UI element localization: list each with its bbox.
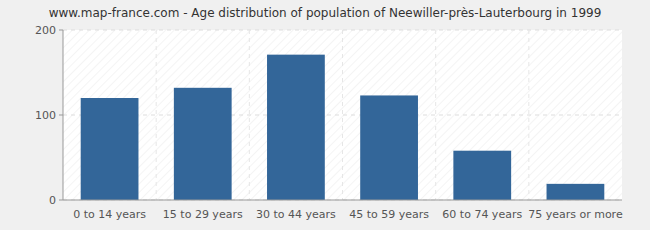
y-tick <box>59 30 63 31</box>
x-tick-label: 60 to 74 years <box>442 208 522 221</box>
x-axis <box>63 200 622 201</box>
bar <box>360 95 418 200</box>
y-tick <box>59 115 63 116</box>
bars <box>81 55 605 200</box>
v-grid-line <box>156 30 157 200</box>
y-tick <box>59 200 63 201</box>
x-tick-label: 0 to 14 years <box>73 208 146 221</box>
v-grid-line <box>528 30 529 200</box>
y-tick-label: 0 <box>49 194 56 207</box>
x-tick-label: 45 to 59 years <box>349 208 429 221</box>
bar <box>174 88 232 200</box>
v-grid-line <box>435 30 436 200</box>
plot-area <box>63 30 622 200</box>
y-tick-label: 200 <box>35 24 56 37</box>
bar <box>267 55 325 200</box>
bar <box>547 184 605 200</box>
chart: www.map-france.com - Age distribution of… <box>0 0 650 230</box>
grid-line <box>63 200 622 201</box>
v-grid-line <box>342 30 343 200</box>
title: www.map-france.com - Age distribution of… <box>49 6 602 20</box>
v-grid-line <box>249 30 250 200</box>
bar <box>453 151 511 200</box>
x-tick-label: 15 to 29 years <box>163 208 243 221</box>
x-tick-label: 30 to 44 years <box>256 208 336 221</box>
grid-line <box>63 115 622 116</box>
y-axis <box>63 30 64 200</box>
y-tick-label: 100 <box>35 109 56 122</box>
x-tick-label: 75 years or more <box>528 208 623 221</box>
bar <box>81 98 139 200</box>
